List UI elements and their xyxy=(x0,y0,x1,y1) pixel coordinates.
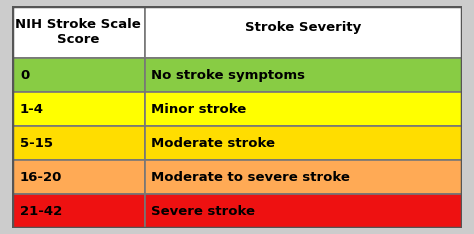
Bar xyxy=(145,58,462,92)
Text: 1-4: 1-4 xyxy=(20,102,44,116)
Bar xyxy=(145,160,462,194)
Bar xyxy=(12,6,145,58)
Bar xyxy=(145,126,462,160)
Text: Severe stroke: Severe stroke xyxy=(151,205,255,218)
Bar xyxy=(145,92,462,126)
Text: 0: 0 xyxy=(20,69,29,82)
Text: Moderate stroke: Moderate stroke xyxy=(151,137,275,150)
Bar xyxy=(12,160,145,194)
Bar xyxy=(12,126,145,160)
Text: Minor stroke: Minor stroke xyxy=(151,102,246,116)
Bar xyxy=(12,58,145,92)
Bar xyxy=(12,92,145,126)
Text: 16-20: 16-20 xyxy=(20,171,62,184)
Text: No stroke symptoms: No stroke symptoms xyxy=(151,69,305,82)
Text: 5-15: 5-15 xyxy=(20,137,53,150)
Bar xyxy=(12,194,145,228)
Text: Stroke Severity: Stroke Severity xyxy=(245,21,362,34)
Bar xyxy=(145,194,462,228)
Text: Moderate to severe stroke: Moderate to severe stroke xyxy=(151,171,350,184)
Bar xyxy=(145,6,462,58)
Text: 21-42: 21-42 xyxy=(20,205,62,218)
Text: NIH Stroke Scale
Score: NIH Stroke Scale Score xyxy=(15,18,141,46)
